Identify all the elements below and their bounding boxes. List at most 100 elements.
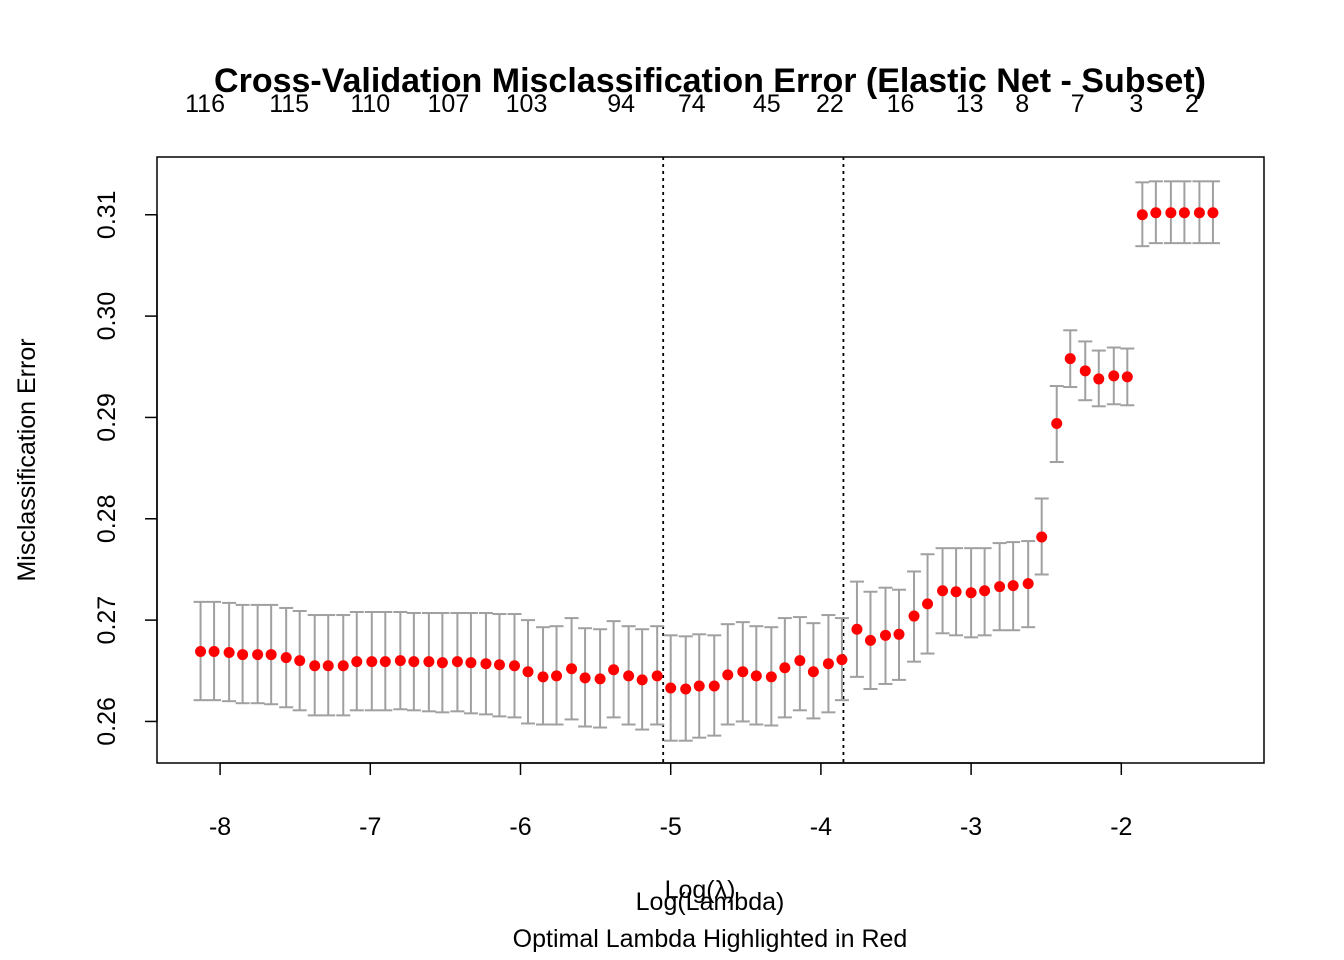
x-tick-label: -4	[810, 813, 832, 841]
data-point	[480, 658, 492, 670]
data-point	[337, 660, 349, 672]
error-bars	[193, 180, 1220, 742]
data-point	[522, 666, 534, 678]
data-point	[408, 656, 420, 668]
y-tick-label: 0.28	[93, 494, 121, 543]
x-tick-label: -5	[660, 813, 682, 841]
data-point	[280, 652, 292, 664]
data-point	[223, 647, 235, 659]
data-point	[908, 610, 920, 622]
data-point	[265, 649, 277, 661]
data-point	[551, 670, 563, 682]
data-point	[208, 646, 220, 658]
top-axis-label: 22	[816, 90, 844, 118]
data-point	[665, 682, 677, 694]
data-point	[237, 649, 249, 661]
data-point	[1165, 207, 1177, 219]
data-point	[1207, 207, 1219, 219]
data-point	[1036, 531, 1048, 543]
top-axis-label: 107	[428, 90, 470, 118]
top-axis-label: 110	[350, 90, 390, 118]
data-points	[195, 207, 1219, 695]
data-point	[1108, 370, 1120, 382]
x-axis-label-overlay: Log(Lambda)	[636, 888, 785, 916]
top-axis-label: 3	[1129, 90, 1143, 118]
y-tick-label: 0.31	[93, 190, 121, 239]
top-axis: 116 115 110 107 103 94 74 45 22 16 13 8 7 3 2	[185, 90, 1199, 118]
top-axis-label: 45	[753, 90, 781, 118]
y-axis-label: Misclassification Error	[13, 338, 41, 581]
data-point	[693, 680, 705, 692]
data-point	[379, 656, 391, 668]
data-point	[1022, 578, 1034, 590]
y-tick-label: 0.29	[93, 393, 121, 442]
y-tick-label: 0.26	[93, 697, 121, 746]
data-point	[252, 649, 264, 661]
data-point	[594, 673, 606, 685]
top-axis-label: 13	[956, 90, 984, 118]
top-axis-label: 2	[1185, 90, 1199, 118]
x-tick-label: -3	[960, 813, 982, 841]
data-point	[836, 654, 848, 666]
data-point	[1193, 207, 1205, 219]
data-point	[1178, 207, 1190, 219]
x-tick-label: -6	[509, 813, 531, 841]
chart-subtitle: Optimal Lambda Highlighted in Red	[513, 925, 908, 953]
chart-title: Cross-Validation Misclassification Error…	[214, 62, 1206, 100]
data-point	[750, 670, 762, 682]
data-point	[965, 587, 977, 599]
data-point	[537, 671, 549, 683]
data-point	[579, 672, 591, 684]
y-tick-label: 0.27	[93, 596, 121, 645]
data-point	[922, 598, 934, 610]
data-point	[1093, 373, 1105, 385]
data-point	[1051, 418, 1063, 430]
y-tick-label: 0.30	[93, 292, 121, 341]
data-point	[708, 680, 720, 692]
top-axis-label: 7	[1071, 90, 1085, 118]
x-tick-label: -2	[1110, 813, 1132, 841]
data-point	[451, 656, 463, 668]
data-point	[1079, 365, 1091, 377]
data-point	[322, 660, 334, 672]
x-axis-label: Log(λ)	[665, 876, 736, 904]
data-point	[822, 658, 834, 670]
data-point	[994, 581, 1006, 593]
data-point	[737, 666, 749, 678]
data-point	[794, 655, 806, 667]
data-point	[765, 671, 777, 683]
y-axis: 0.26 0.27 0.28 0.29 0.30 0.31	[93, 190, 158, 746]
data-point	[465, 657, 477, 669]
data-point	[294, 655, 306, 667]
data-point	[309, 660, 321, 672]
data-point	[351, 656, 363, 668]
data-point	[195, 646, 207, 658]
data-point	[651, 670, 663, 682]
data-point	[879, 629, 891, 641]
x-tick-label: -7	[359, 813, 381, 841]
data-point	[807, 666, 819, 678]
data-point	[779, 662, 791, 674]
data-point	[851, 623, 863, 635]
data-point	[979, 585, 991, 597]
top-axis-label: 116	[185, 90, 225, 118]
data-point	[1007, 580, 1019, 592]
data-point	[864, 634, 876, 646]
top-axis-label: 16	[887, 90, 915, 118]
data-point	[436, 657, 448, 669]
plot-frame	[156, 156, 1265, 764]
top-axis-label: 94	[607, 90, 635, 118]
data-point	[423, 656, 435, 668]
data-point	[394, 655, 406, 667]
x-axis: -8 -7 -6 -5 -4 -3 -2	[209, 762, 1132, 841]
data-point	[1150, 207, 1162, 219]
data-point	[722, 669, 734, 681]
data-point	[950, 586, 962, 598]
top-axis-label: 103	[506, 90, 548, 118]
top-axis-label: 74	[678, 90, 706, 118]
top-axis-label: 115	[269, 90, 309, 118]
data-point	[636, 674, 648, 686]
x-tick-label: -8	[209, 813, 231, 841]
data-point	[608, 664, 620, 676]
